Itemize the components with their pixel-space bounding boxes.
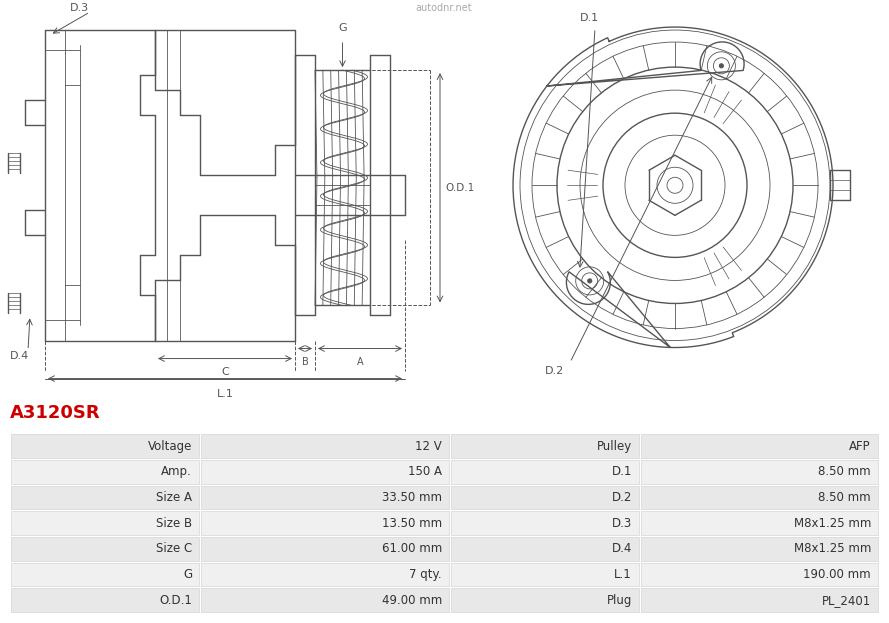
Text: Size B: Size B — [156, 516, 192, 530]
Bar — [451, 588, 639, 612]
Circle shape — [719, 64, 724, 68]
Bar — [451, 434, 639, 458]
Bar — [11, 563, 199, 586]
Bar — [201, 460, 449, 483]
Text: G: G — [183, 568, 192, 581]
Text: D.4: D.4 — [612, 543, 632, 555]
Bar — [641, 460, 878, 483]
Text: D.3: D.3 — [70, 3, 89, 13]
Text: Size C: Size C — [156, 543, 192, 555]
Text: O.D.1: O.D.1 — [159, 594, 192, 607]
Text: 8.50 mm: 8.50 mm — [819, 491, 871, 504]
Text: A3120SR: A3120SR — [10, 404, 100, 422]
Text: D.4: D.4 — [10, 351, 29, 361]
Text: Pulley: Pulley — [597, 440, 632, 452]
Bar — [11, 511, 199, 535]
Text: M8x1.25 mm: M8x1.25 mm — [794, 516, 871, 530]
Bar — [641, 537, 878, 561]
Bar — [451, 485, 639, 510]
Text: A: A — [356, 356, 364, 366]
Bar — [201, 563, 449, 586]
Bar — [201, 588, 449, 612]
Bar — [201, 511, 449, 535]
Bar — [641, 511, 878, 535]
Bar — [201, 434, 449, 458]
Bar — [641, 563, 878, 586]
Text: Voltage: Voltage — [148, 440, 192, 452]
Text: Plug: Plug — [606, 594, 632, 607]
Text: Amp.: Amp. — [161, 465, 192, 478]
Text: 33.50 mm: 33.50 mm — [382, 491, 442, 504]
Text: M8x1.25 mm: M8x1.25 mm — [794, 543, 871, 555]
Text: D.2: D.2 — [545, 366, 565, 376]
Text: D.1: D.1 — [612, 465, 632, 478]
Text: D.2: D.2 — [612, 491, 632, 504]
Bar — [451, 537, 639, 561]
Bar — [641, 588, 878, 612]
Bar — [11, 485, 199, 510]
Text: 150 A: 150 A — [408, 465, 442, 478]
Bar — [451, 511, 639, 535]
Bar — [201, 485, 449, 510]
Text: 61.00 mm: 61.00 mm — [381, 543, 442, 555]
Text: 12 V: 12 V — [415, 440, 442, 452]
Circle shape — [588, 279, 592, 283]
Bar — [11, 434, 199, 458]
Text: AFP: AFP — [849, 440, 871, 452]
Text: 190.00 mm: 190.00 mm — [804, 568, 871, 581]
Bar — [11, 537, 199, 561]
Text: G: G — [338, 23, 347, 33]
Text: PL_2401: PL_2401 — [821, 594, 871, 607]
Bar — [201, 537, 449, 561]
Text: 49.00 mm: 49.00 mm — [381, 594, 442, 607]
Bar — [641, 434, 878, 458]
Bar — [451, 460, 639, 483]
Text: 8.50 mm: 8.50 mm — [819, 465, 871, 478]
Text: 13.50 mm: 13.50 mm — [382, 516, 442, 530]
Text: B: B — [301, 356, 308, 366]
Text: L.1: L.1 — [614, 568, 632, 581]
Bar — [451, 563, 639, 586]
Bar — [11, 588, 199, 612]
Text: Size A: Size A — [156, 491, 192, 504]
Text: D.3: D.3 — [612, 516, 632, 530]
Bar — [641, 485, 878, 510]
Text: C: C — [221, 366, 228, 376]
Text: O.D.1: O.D.1 — [445, 183, 474, 193]
Text: D.1: D.1 — [580, 13, 599, 23]
Text: L.1: L.1 — [217, 389, 234, 399]
Text: 7 qty.: 7 qty. — [409, 568, 442, 581]
Bar — [11, 460, 199, 483]
Text: autodnr.net: autodnr.net — [416, 3, 472, 13]
